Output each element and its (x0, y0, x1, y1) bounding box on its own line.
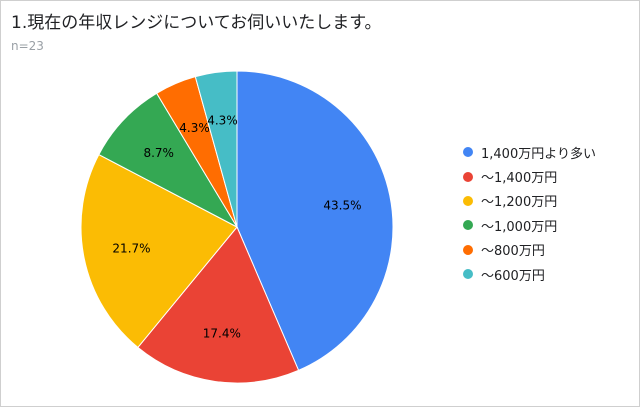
legend-item: ～1,400万円 (463, 164, 596, 188)
legend-label: ～1,000万円 (481, 219, 558, 235)
legend-item: ～800万円 (463, 238, 596, 262)
legend-label: ～600万円 (481, 268, 545, 284)
slice-data-label: 43.5% (323, 198, 361, 212)
legend-swatch (463, 147, 473, 158)
slice-data-label: 21.7% (112, 241, 150, 255)
legend-label: ～800万円 (481, 244, 545, 260)
legend-item: ～600万円 (463, 262, 596, 286)
slice-data-label: 17.4% (203, 327, 241, 341)
legend-swatch (463, 244, 473, 255)
legend-item: ～1,200万円 (463, 189, 596, 213)
slice-data-label: 4.3% (179, 121, 210, 135)
legend-item: ～1,000万円 (463, 213, 596, 237)
pie-slice (236, 70, 394, 371)
pie-slice (80, 153, 238, 349)
slice-data-label: 4.3% (207, 113, 238, 127)
legend-label: ～1,200万円 (481, 195, 558, 211)
slice-data-label: 8.7% (143, 146, 174, 160)
legend-swatch (463, 269, 473, 280)
sample-size: n=23 (11, 39, 44, 53)
legend-item: 1,400万円より多い (463, 140, 596, 164)
chart-title: 1.現在の年収レンジについてお伺いいたします。 (11, 13, 382, 33)
legend-swatch (463, 171, 473, 182)
pie-slice (137, 226, 300, 384)
legend-label: 1,400万円より多い (481, 146, 596, 162)
pie-slice (194, 70, 238, 228)
legend-swatch (463, 220, 473, 231)
pie-slice (98, 92, 239, 229)
legend-label: ～1,400万円 (481, 171, 558, 187)
chart-legend: 1,400万円より多い ～1,400万円 ～1,200万円 ～1,000万円 ～800万… (463, 140, 596, 286)
legend-swatch (463, 195, 473, 206)
